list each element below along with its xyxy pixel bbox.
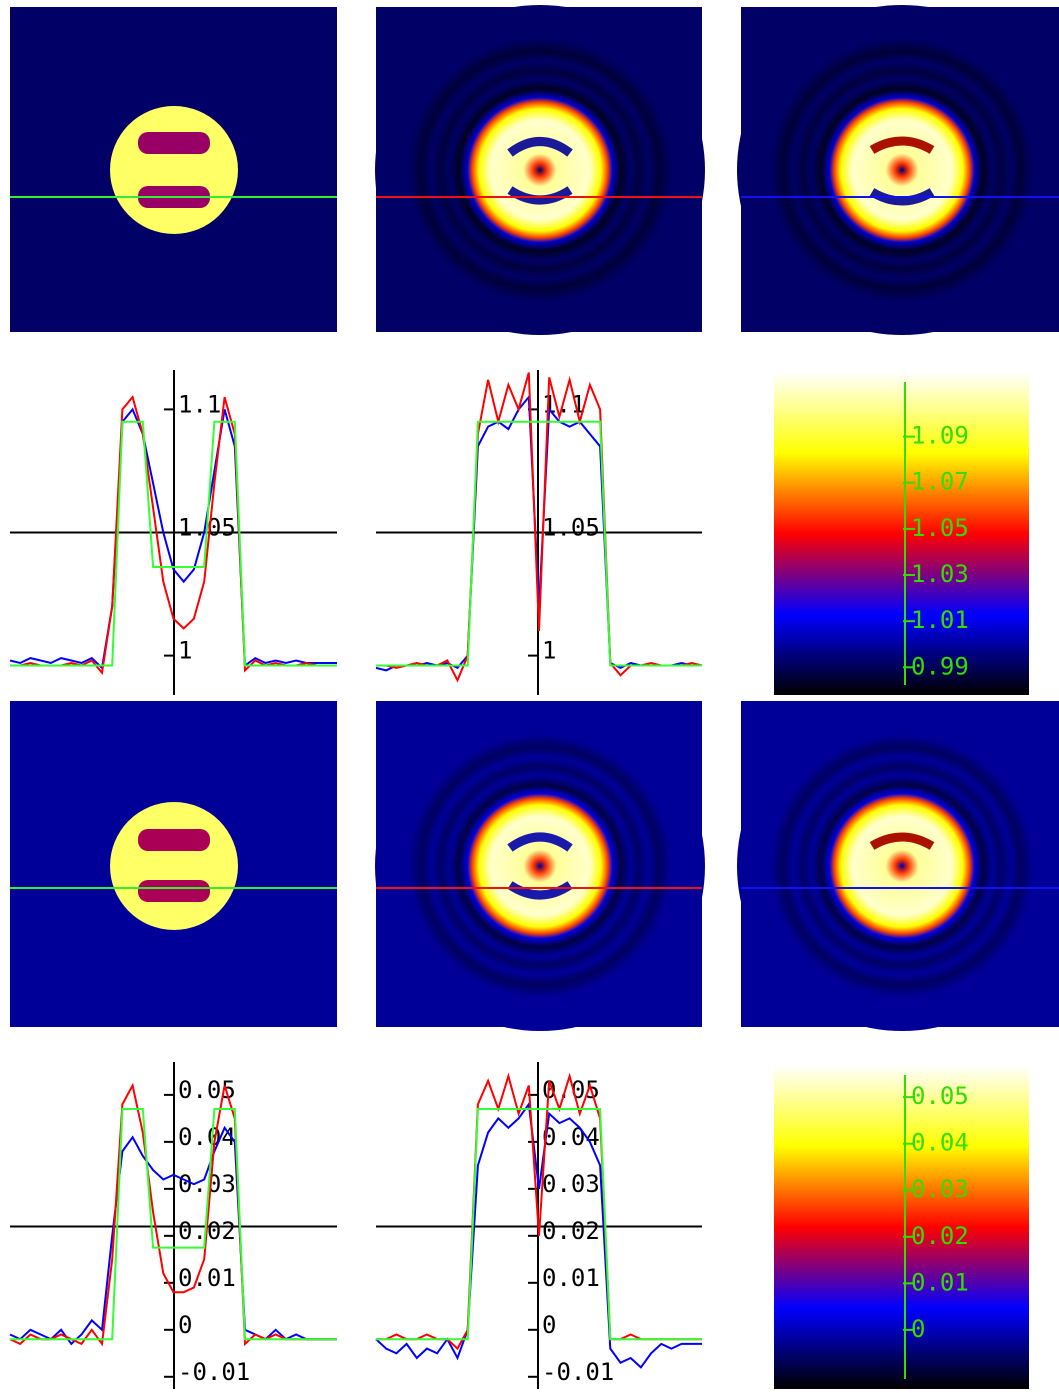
image-panel bbox=[737, 701, 1059, 1031]
y-tick-label: 0.04 bbox=[178, 1123, 236, 1151]
colorbar-tick-label: 0.99 bbox=[911, 652, 969, 680]
colorbar bbox=[774, 372, 1029, 695]
y-tick-label: -0.01 bbox=[542, 1358, 614, 1386]
image-panel bbox=[10, 701, 337, 1027]
y-tick-label: 1.1 bbox=[178, 390, 221, 418]
colorbar-tick-label: 1.03 bbox=[911, 560, 969, 588]
y-tick-label: 0.02 bbox=[542, 1217, 600, 1245]
colorbar-tick-label: 1.07 bbox=[911, 468, 969, 496]
y-tick-label: 0.05 bbox=[178, 1076, 236, 1104]
colorbar-tick-label: 1.09 bbox=[911, 422, 969, 450]
y-tick-label: 0.01 bbox=[542, 1264, 600, 1292]
image-panel bbox=[375, 701, 705, 1031]
y-tick-label: 0.03 bbox=[542, 1170, 600, 1198]
y-tick-label: 0.01 bbox=[178, 1264, 236, 1292]
y-tick-label: 1.05 bbox=[542, 514, 600, 542]
colorbar-tick-label: 0.03 bbox=[911, 1175, 969, 1203]
colorbar-tick-label: 0.05 bbox=[911, 1082, 969, 1110]
colorbar-tick-label: 1.01 bbox=[911, 606, 969, 634]
figure: 11.051.111.051.10.991.011.031.051.071.09… bbox=[0, 0, 1059, 1389]
image-panel bbox=[10, 7, 337, 332]
image-panel bbox=[375, 5, 705, 335]
colorbar-tick-label: 0 bbox=[911, 1315, 925, 1343]
colorbar-tick-label: 0.04 bbox=[911, 1129, 969, 1157]
colorbar-tick-label: 0.02 bbox=[911, 1222, 969, 1250]
y-tick-label: 0 bbox=[542, 1311, 556, 1339]
y-tick-label: 1 bbox=[178, 637, 192, 665]
y-tick-label: 0 bbox=[178, 1311, 192, 1339]
y-tick-label: -0.01 bbox=[178, 1358, 250, 1386]
image-panel bbox=[737, 5, 1059, 335]
y-tick-label: 1 bbox=[542, 637, 556, 665]
colorbar-tick-label: 0.01 bbox=[911, 1268, 969, 1296]
colorbar-tick-label: 1.05 bbox=[911, 514, 969, 542]
colorbar bbox=[774, 1065, 1029, 1389]
